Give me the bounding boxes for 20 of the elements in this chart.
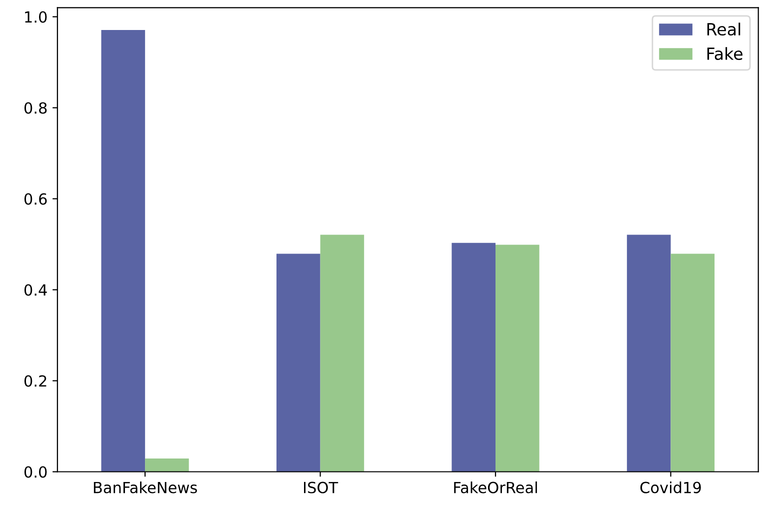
bar xyxy=(101,30,146,472)
legend-label: Fake xyxy=(707,47,742,60)
x-tick-label: BanFakeNews xyxy=(94,481,197,494)
bar xyxy=(452,242,496,472)
x-tick-label: FakeOrReal xyxy=(454,481,537,494)
y-tick-label: 0.2 xyxy=(24,375,46,387)
y-tick-label: 0.6 xyxy=(24,193,47,205)
y-tick-label: 0.8 xyxy=(24,102,47,114)
legend-label: Real xyxy=(707,22,740,36)
y-tick-label: 1.0 xyxy=(25,11,47,23)
bar xyxy=(145,458,189,472)
bar xyxy=(320,234,364,472)
y-tick-label: 0.4 xyxy=(24,284,47,296)
bar xyxy=(276,254,320,472)
bar xyxy=(496,244,540,472)
bar xyxy=(626,234,671,472)
x-tick-label: Covid19 xyxy=(640,481,701,494)
y-tick-label: 0.0 xyxy=(24,466,47,478)
x-tick-label: ISOT xyxy=(304,482,338,494)
bar xyxy=(670,254,715,472)
